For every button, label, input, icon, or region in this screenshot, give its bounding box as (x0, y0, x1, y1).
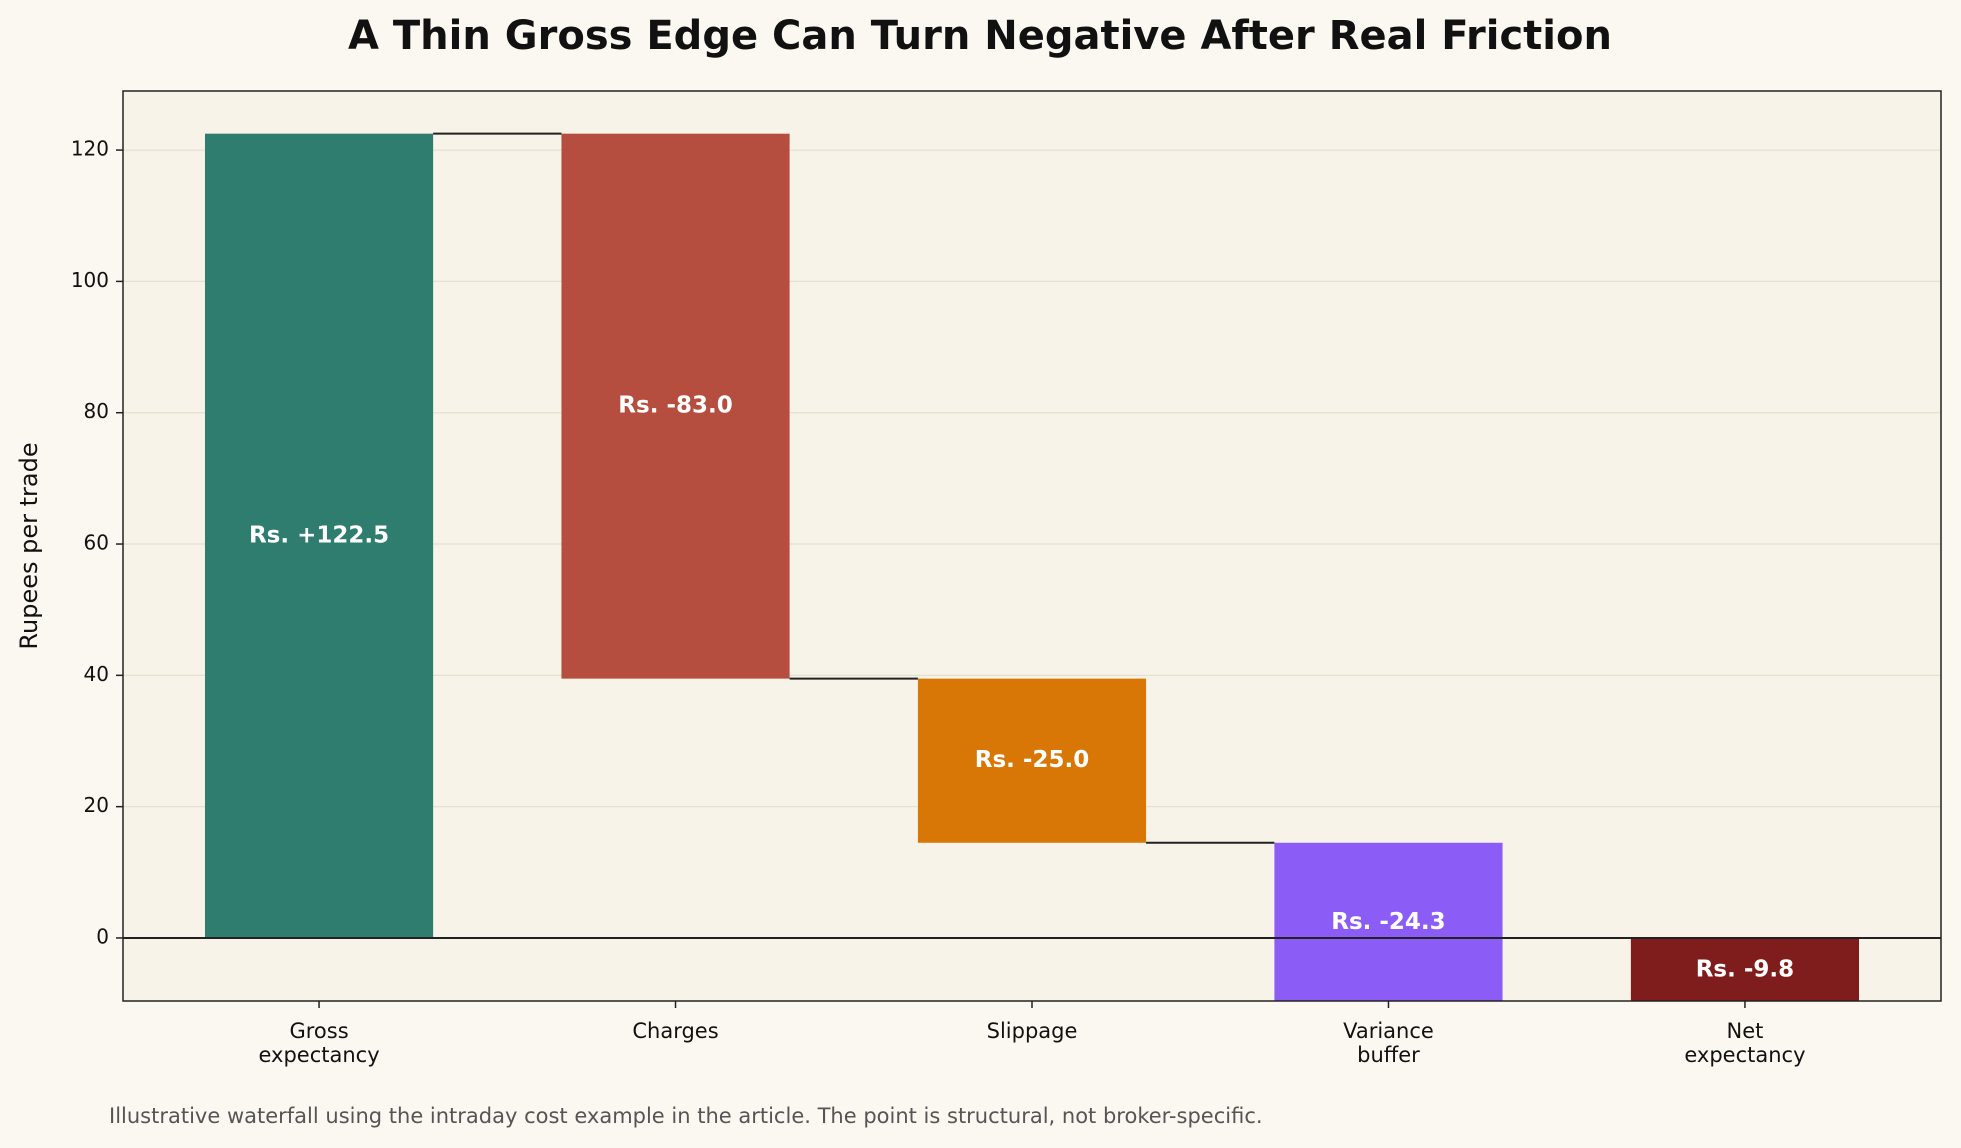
bar (561, 133, 790, 679)
bar (204, 133, 434, 938)
y-tick-label: 60 (84, 531, 109, 555)
bar (1630, 937, 1860, 1001)
value-label: Rs. -25.0 (975, 747, 1089, 773)
footnote: Illustrative waterfall using the intrada… (109, 1104, 1263, 1128)
x-tick-label: Gross expectancy (258, 1019, 379, 1067)
x-tick-label: Charges (632, 1019, 718, 1043)
marks: Rs. +122.5 Rs. -83.0 Rs. -25.0 Rs. -24.3 Rs.… (123, 132, 1941, 1001)
y-tick-label: 80 (84, 399, 109, 423)
y-axis-label: Rupees per trade (15, 442, 43, 649)
bar (917, 678, 1147, 843)
value-label: Rs. -83.0 (618, 393, 732, 419)
x-tick-label: Net expectancy (1684, 1019, 1805, 1067)
value-label: Rs. -9.8 (1696, 957, 1794, 983)
chart-title: A Thin Gross Edge Can Turn Negative Afte… (348, 13, 1612, 59)
y-tick-label: 0 (96, 924, 109, 948)
x-tick-label: Slippage (987, 1019, 1078, 1043)
x-tick-label: Variance buffer (1343, 1019, 1434, 1067)
y-tick-label: 40 (84, 662, 109, 686)
bar (1274, 842, 1503, 1001)
value-label: Rs. -24.3 (1331, 909, 1445, 935)
value-label: Rs. +122.5 (249, 522, 389, 548)
y-tick-label: 120 (71, 137, 109, 161)
y-tick-label: 20 (84, 793, 109, 817)
y-tick-label: 100 (71, 268, 109, 292)
